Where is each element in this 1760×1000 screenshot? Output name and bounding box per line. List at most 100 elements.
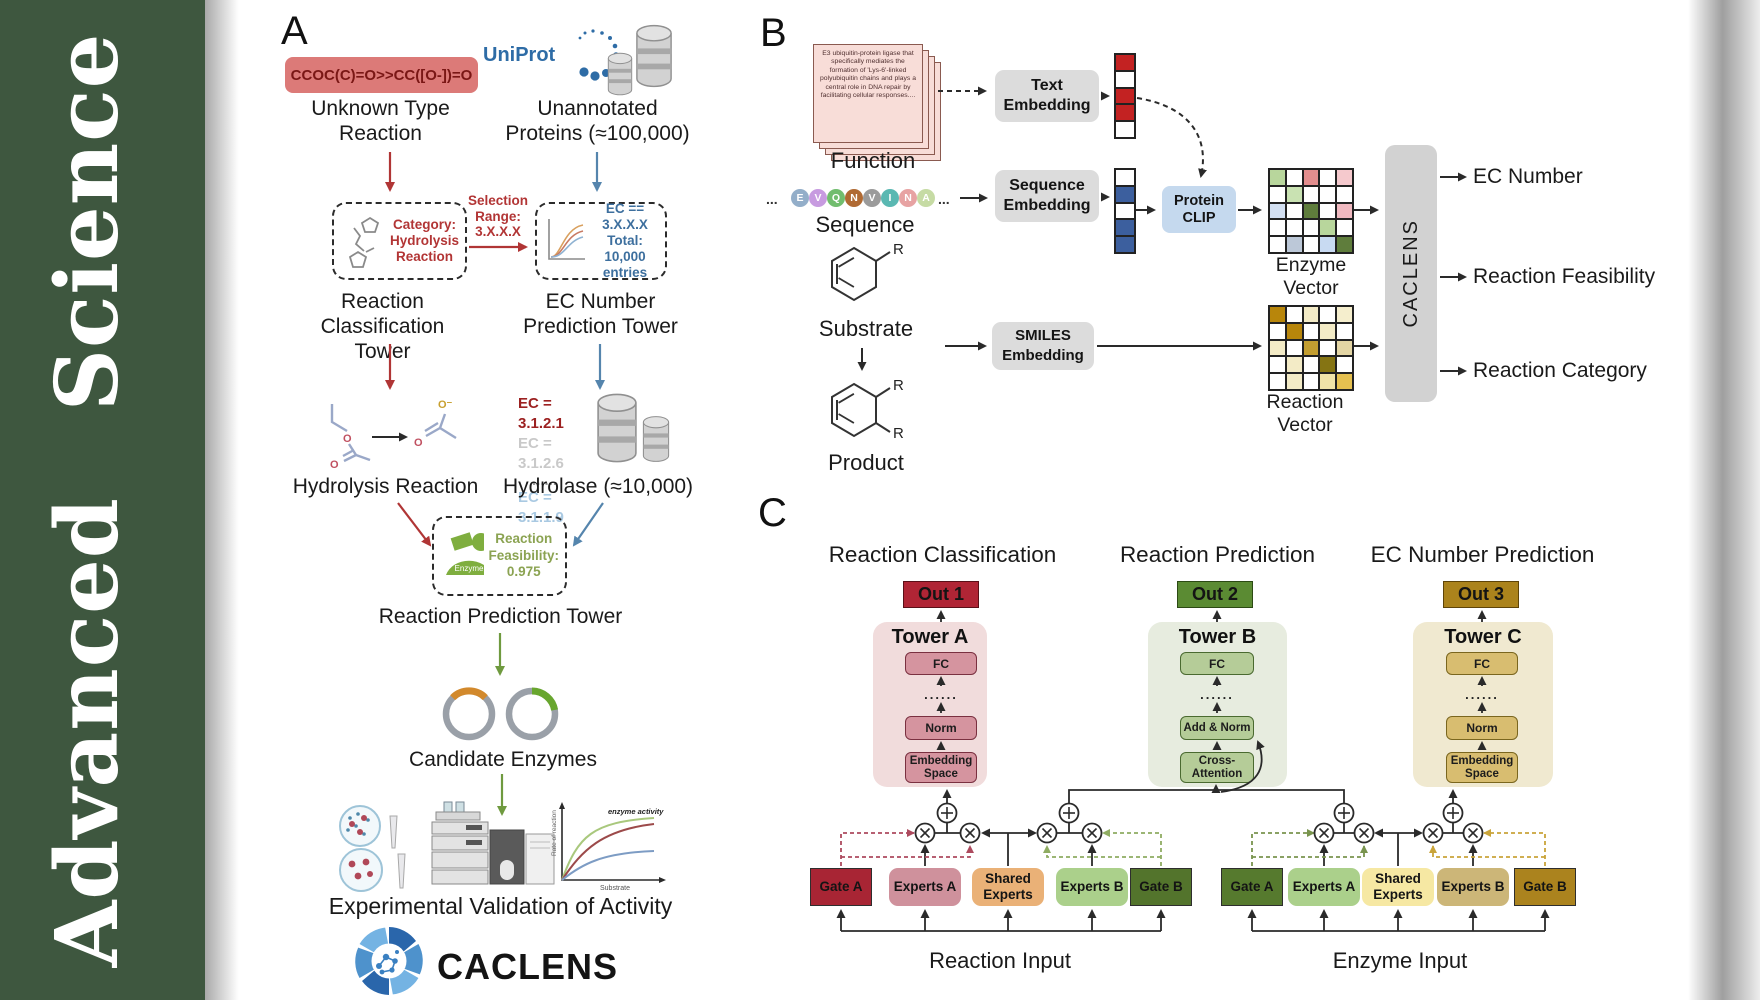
grid-cell [1269, 219, 1286, 237]
grid-cell [1285, 202, 1303, 220]
multiply-node [1353, 822, 1375, 844]
caclens-model-box: CACLENS [1385, 145, 1437, 402]
grid-cell [1319, 219, 1337, 237]
function-card-text: E3 ubiquitin-protein ligase that specifi… [820, 50, 916, 100]
panel-b-arrows [857, 86, 1467, 376]
grid-cell [1302, 356, 1320, 374]
tower-c-embedding-space: Embedding Space [1446, 752, 1518, 783]
grid-cell [1336, 306, 1353, 323]
grid-cell [1336, 236, 1353, 253]
panel-a-label: A [281, 9, 308, 53]
grid-cell [1115, 185, 1135, 203]
tower-c-norm: Norm [1446, 716, 1518, 740]
sequence-embedding-vector [1114, 168, 1136, 254]
product-molecule-icon: R R [831, 377, 904, 442]
grid-cell [1269, 356, 1286, 374]
tower-c-title: Tower C [1444, 626, 1522, 648]
reaction-classification-tower-label: Reaction Classification Tower [320, 290, 445, 363]
grid-cell [1319, 306, 1337, 323]
reaction-gate-b: Gate B [1130, 868, 1192, 906]
header-reaction-classification: Reaction Classification [828, 542, 1057, 567]
grid-cell [1302, 306, 1320, 323]
grid-cell [1269, 169, 1286, 186]
substrate-axis-label: Substrate [600, 885, 630, 892]
grid-cell [1269, 322, 1286, 340]
rate-axis-label: Rate of reaction [551, 810, 558, 856]
hplc-instrument-icon [431, 801, 555, 885]
output-ec-number: EC Number [1473, 165, 1583, 188]
grid-cell [1285, 322, 1303, 340]
output-reaction-category: Reaction Category [1473, 359, 1647, 382]
ester-oxygen-label: O [343, 433, 352, 445]
grid-cell [1336, 169, 1353, 186]
ec-item: ...... [532, 472, 558, 489]
smiles-embedding-box: SMILES Embedding [992, 322, 1094, 370]
grid-cell [1269, 339, 1286, 357]
multiply-node [1036, 822, 1058, 844]
hydrolysis-reaction-label: Hydrolysis Reaction [292, 475, 479, 498]
grid-cell [1285, 339, 1303, 357]
substrate-molecule-icon: R [831, 241, 904, 302]
out2-box: Out 2 [1177, 581, 1253, 608]
tower-a-title: Tower A [891, 626, 969, 648]
caclens-model-label: CACLENS [1399, 219, 1422, 328]
tower-b-cross-attention: Cross- Attention [1180, 752, 1254, 783]
reaction-group-wiring [836, 789, 1166, 932]
grid-cell [1336, 202, 1353, 220]
enzyme-gate-b: Gate B [1514, 868, 1576, 906]
residue-circle-N: N [845, 189, 863, 207]
acetate-oxygen-label: O [414, 437, 423, 449]
reaction-feasibility-dashed-box: Enzyme Reaction Feasibility: 0.975 [432, 516, 567, 596]
residue-circle-Q: Q [827, 189, 845, 207]
substrate-r-label: R [893, 241, 904, 258]
sequence-label: Sequence [815, 212, 915, 237]
activity-curve-plot: enzyme activity Rate of reaction Substra… [551, 802, 666, 892]
feasibility-text: Reaction Feasibility: 0.975 [488, 531, 559, 580]
ec-range-text: EC == 3.X.X.X Total: 10,000 entries [602, 201, 648, 280]
grid-cell [1302, 202, 1320, 220]
ec-number-list: EC = 3.1.2.1 EC = 3.1.2.6 ...... EC = 3.… [518, 394, 600, 528]
product-r-label-bottom: R [893, 425, 904, 442]
page-right-shadow [1688, 0, 1760, 1000]
enzyme-vector-grid [1268, 168, 1354, 254]
function-card-front: E3 ubiquitin-protein ligase that specifi… [813, 44, 923, 143]
enzyme-experts-a: Experts A [1288, 868, 1360, 906]
enzyme-icon: Enzyme [446, 532, 485, 575]
grid-cell [1302, 322, 1320, 340]
enzyme-experts-b: Experts B [1437, 868, 1509, 906]
enzyme-gate-a: Gate A [1221, 868, 1283, 906]
reaction-gate-a: Gate A [810, 868, 872, 906]
grid-cell [1319, 373, 1337, 390]
output-reaction-feasibility: Reaction Feasibility [1473, 265, 1656, 288]
grid-cell [1269, 373, 1286, 390]
grid-cell [1115, 104, 1135, 122]
molecule-scribble-icon [348, 216, 380, 268]
residue-circle-A: A [917, 189, 935, 207]
grid-cell [1319, 339, 1337, 357]
grid-cell [1302, 373, 1320, 390]
grid-cell [1302, 169, 1320, 186]
caclens-logo-icon [355, 927, 423, 995]
panel-c-label: C [758, 491, 787, 535]
product-label: Product [828, 450, 904, 475]
grid-cell [1319, 322, 1337, 340]
uniprot-wordmark: UniProt [483, 44, 556, 66]
caclens-wordmark: CACLENS [437, 946, 619, 987]
database-icon-hydrolase [597, 393, 670, 463]
database-icon-uniprot [607, 24, 673, 96]
enzyme-activity-annotation: enzyme activity [608, 807, 664, 816]
grid-cell [1115, 54, 1135, 71]
grid-cell [1115, 87, 1135, 105]
grid-cell [1269, 236, 1286, 253]
reaction-experts-b: Experts B [1056, 868, 1128, 906]
grid-cell [1319, 169, 1337, 186]
enzyme-input-label: Enzyme Input [1332, 948, 1468, 973]
grid-cell [1285, 219, 1303, 237]
grid-cell [1285, 236, 1303, 253]
ec-range-dashed-box: EC == 3.X.X.X Total: 10,000 entries [535, 201, 667, 280]
selection-range-label: Selection Range: 3.X.X.X [467, 193, 529, 239]
grid-cell [1115, 121, 1135, 138]
unannotated-proteins-label: Unannotated Proteins (≈100,000) [505, 97, 690, 145]
sequence-ellipsis-left: ... [766, 191, 778, 207]
